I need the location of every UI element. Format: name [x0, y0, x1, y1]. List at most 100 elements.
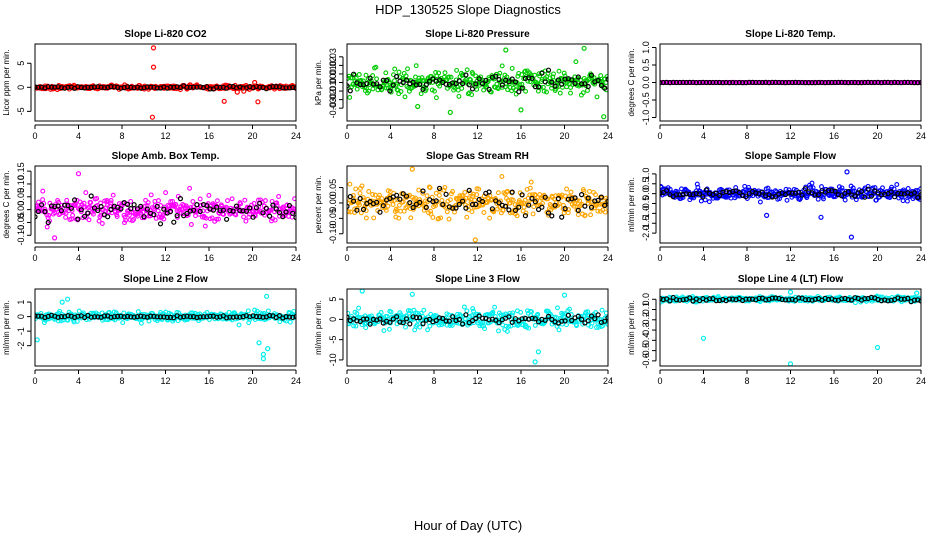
data-point	[888, 186, 894, 192]
mean-point	[347, 203, 350, 209]
mean-point	[476, 76, 482, 82]
data-point	[356, 305, 362, 311]
mean-point	[519, 316, 525, 322]
mean-point	[407, 200, 413, 206]
data-point	[514, 213, 520, 219]
mean-point	[257, 84, 263, 90]
y-tick-label: -0.5	[641, 196, 651, 212]
mean-point	[91, 205, 98, 211]
data-point	[41, 320, 47, 326]
mean-point	[403, 193, 410, 199]
data-point	[568, 189, 574, 195]
data-point	[357, 190, 363, 196]
mean-point	[374, 199, 380, 205]
mean-point	[809, 79, 815, 86]
data-point	[564, 84, 570, 90]
data-point	[351, 323, 357, 329]
mean-point	[387, 88, 393, 94]
mean-point	[736, 189, 742, 196]
data-point	[63, 210, 69, 216]
y-tick-label: -1.5	[641, 215, 651, 231]
mean-point	[582, 203, 588, 209]
y-tick-label: -0.2	[641, 312, 651, 328]
data-point	[379, 196, 385, 201]
outlier-point	[255, 99, 261, 105]
data-point	[392, 78, 397, 84]
mean-point	[663, 79, 670, 86]
outlier-point	[150, 64, 157, 70]
data-point	[523, 210, 529, 216]
mean-point	[194, 202, 200, 208]
mean-point	[549, 79, 555, 85]
mean-point	[670, 79, 676, 86]
data-point	[585, 88, 590, 93]
x-tick-label: 4	[388, 131, 393, 141]
data-point	[206, 192, 212, 198]
mean-point	[273, 83, 279, 90]
mean-point	[184, 84, 190, 90]
mean-point	[888, 189, 894, 195]
mean-point	[184, 313, 190, 319]
mean-point	[187, 84, 193, 90]
data-point	[363, 85, 369, 91]
data-point	[468, 77, 473, 83]
x-tick-label: 0	[657, 253, 662, 263]
data-point	[452, 209, 457, 215]
panel-3: Slope Li-820 Temp. degrees C per min. 0 4 8 1…	[627, 29, 926, 141]
mean-point	[822, 79, 828, 86]
mean-point	[535, 84, 542, 90]
data-point	[528, 179, 534, 185]
outlier-point	[472, 237, 478, 243]
mean-point	[121, 314, 127, 320]
mean-point	[394, 192, 400, 198]
data-point	[474, 192, 480, 198]
mean-point	[911, 79, 918, 86]
y-tick-label: 5	[328, 297, 338, 302]
x-tick-label: 16	[516, 253, 526, 263]
data-point	[541, 88, 547, 94]
x-tick-label: 8	[431, 253, 436, 263]
x-tick-label: 24	[291, 253, 301, 263]
mean-point	[918, 298, 921, 304]
data-point	[188, 222, 194, 227]
x-tick-label: 8	[119, 253, 124, 263]
data-point	[436, 322, 442, 328]
y-tick-label: -0.5	[641, 92, 651, 108]
data-point	[377, 192, 382, 198]
mean-point	[766, 192, 772, 198]
mean-point	[908, 79, 914, 86]
x-tick-label: 16	[516, 131, 526, 141]
data-point	[568, 312, 574, 317]
mean-point	[535, 206, 542, 213]
mean-point	[370, 81, 376, 87]
plot-frame	[34, 165, 297, 244]
data-point	[602, 209, 608, 215]
y-tick-label: 0.01	[328, 65, 338, 83]
mean-point	[351, 71, 357, 77]
x-tick-label: 8	[431, 376, 436, 386]
mean-point	[683, 79, 690, 86]
data-point	[506, 324, 512, 329]
mean-point	[885, 79, 891, 86]
data-point	[894, 182, 900, 187]
mean-point	[443, 191, 449, 197]
data-point	[487, 215, 493, 221]
data-point	[551, 71, 556, 77]
outlier-point	[51, 235, 58, 241]
mean-point	[460, 198, 466, 204]
mean-point	[542, 79, 548, 85]
outlier-point	[787, 289, 794, 295]
data-point	[495, 190, 501, 196]
data-point	[492, 304, 498, 310]
mean-point	[387, 319, 393, 325]
mean-point	[585, 195, 591, 201]
outlier-point	[787, 361, 794, 366]
mean-point	[911, 190, 918, 196]
data-point	[810, 185, 816, 191]
mean-point	[862, 194, 868, 200]
mean-point	[364, 80, 370, 87]
mean-point	[436, 185, 443, 191]
y-tick-label: 0.03	[328, 48, 338, 66]
mean-point	[673, 79, 680, 86]
mean-point	[888, 79, 894, 86]
